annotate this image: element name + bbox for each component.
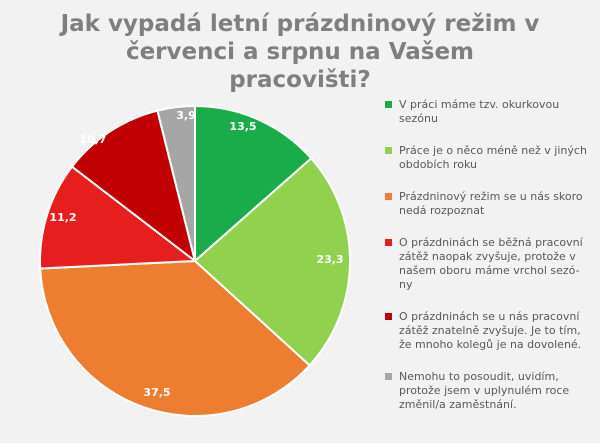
legend-label: nedá rozpoznat (399, 204, 485, 217)
legend-label: zátěž znatelně zvyšuje. Je to tím, (399, 324, 581, 337)
legend-label: zátěž naopak zvyšuje, protože v (399, 250, 576, 263)
legend-label: sezónu (399, 112, 438, 125)
legend-label: O prázdninách se běžná pracovní (399, 236, 583, 249)
data-label: 13,5 (229, 120, 256, 133)
legend-label: Prázdninový režim se u nás skoro (399, 190, 583, 203)
legend-item: V práci máme tzv. okurkovou sezónu (385, 98, 597, 126)
legend-label: že mnoho kolegů je na dovolené. (399, 338, 582, 351)
chart-title: Jak vypadá letní prázdninový režim v čer… (60, 11, 540, 93)
chart-legend: V práci máme tzv. okurkovou sezónu Práce j… (385, 98, 597, 430)
legend-swatch (385, 313, 392, 320)
legend-swatch (385, 101, 392, 108)
legend-item: Nemohu to posoudit, uvidím, protože jsem … (385, 370, 597, 412)
legend-label: Práce je o něco méně než v jiných (399, 144, 587, 157)
pie-slice (70, 109, 197, 264)
pie-slice (39, 165, 198, 270)
pie-slice (193, 156, 351, 367)
legend-label: O prázdninách se u nás pracovní (399, 310, 580, 323)
legend-swatch (385, 239, 392, 246)
data-label: 23,3 (316, 253, 343, 266)
legend-swatch (385, 193, 392, 200)
legend-label: našem oboru máme vrchol sezó- (399, 264, 580, 277)
legend-label: Nemohu to posoudit, uvidím, (399, 370, 559, 383)
legend-swatch (385, 373, 392, 380)
legend-item: Prázdninový režim se u nás skoro nedá roz… (385, 190, 597, 218)
legend-label: V práci máme tzv. okurkovou (399, 98, 560, 111)
legend-label: změnil/a zaměstnání. (399, 398, 517, 411)
legend-label: ny (399, 278, 413, 291)
legend-item: O prázdninách se běžná pracovní zátěž nao… (385, 236, 597, 292)
legend-item: O prázdninách se u nás pracovní zátěž zna… (385, 310, 597, 352)
pie-slice (156, 104, 196, 262)
data-label: 11,2 (49, 211, 76, 224)
pie-slice (39, 259, 311, 417)
data-label: 3,9 (176, 109, 196, 122)
legend-item: Práce je o něco méně než v jiných obdobíc… (385, 144, 597, 172)
data-label: 37,5 (143, 386, 170, 399)
legend-label: protože jsem v uplynulém roce (399, 384, 570, 397)
legend-swatch (385, 147, 392, 154)
data-label: 10,7 (79, 133, 106, 146)
legend-label: obdobích roku (399, 158, 477, 171)
pie-slice (194, 104, 313, 264)
